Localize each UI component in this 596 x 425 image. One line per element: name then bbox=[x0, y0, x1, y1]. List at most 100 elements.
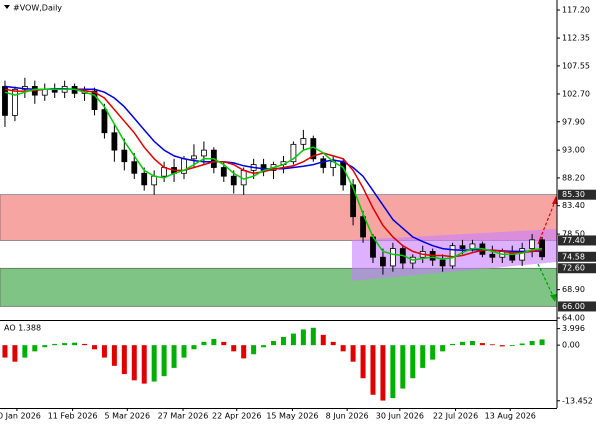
candle-body bbox=[360, 216, 366, 238]
candle-body bbox=[320, 158, 327, 168]
ao-tick-label: 3.996 bbox=[562, 324, 585, 333]
ao-bar bbox=[460, 341, 466, 346]
ao-bar bbox=[91, 345, 97, 350]
ao-bar bbox=[221, 341, 227, 346]
ao-bar bbox=[509, 345, 515, 346]
up-arrow bbox=[537, 198, 557, 245]
ao-bar bbox=[191, 345, 197, 350]
price-label: 77.40 bbox=[562, 236, 585, 245]
ao-bar bbox=[489, 344, 495, 346]
candle-body bbox=[161, 167, 168, 177]
down-arrowhead bbox=[550, 294, 557, 302]
zones bbox=[0, 194, 558, 307]
ao-bar bbox=[52, 343, 58, 346]
y-tick-label: 68.90 bbox=[562, 285, 585, 294]
ao-bar bbox=[330, 341, 336, 346]
ao-bar bbox=[280, 336, 286, 346]
ao-bar bbox=[181, 345, 187, 358]
ao-bar bbox=[380, 345, 386, 401]
chart-title: #VOW,Daily bbox=[13, 4, 62, 13]
ao-bar bbox=[131, 345, 137, 381]
ao-bar bbox=[111, 345, 117, 366]
price-label-box bbox=[558, 301, 596, 312]
x-tick-label: 22 Apr 2026 bbox=[212, 412, 261, 421]
ao-bar bbox=[22, 345, 28, 358]
ao-bar bbox=[62, 343, 68, 346]
ao-bar bbox=[360, 345, 366, 379]
ao-bar bbox=[241, 345, 247, 359]
x-tick-label: 15 May 2026 bbox=[266, 412, 318, 421]
ao-bar bbox=[231, 345, 237, 352]
ao-label: AO 1.388 bbox=[4, 324, 41, 333]
ao-bar bbox=[151, 345, 157, 382]
ao-bar bbox=[271, 341, 277, 346]
zone bbox=[0, 267, 558, 307]
ao-bar bbox=[370, 345, 376, 395]
price-label-box bbox=[558, 235, 596, 246]
candle-body bbox=[220, 167, 227, 177]
ao-bar bbox=[450, 343, 456, 346]
ao-bar bbox=[251, 345, 257, 355]
y-tick-label: 107.55 bbox=[562, 61, 590, 70]
ao-bar bbox=[201, 341, 207, 346]
price-label: 85.30 bbox=[562, 190, 585, 199]
candle-body bbox=[489, 253, 496, 258]
ao-bar bbox=[529, 341, 535, 346]
candle-body bbox=[380, 256, 386, 267]
x-tick-label: 8 Jun 2026 bbox=[326, 412, 369, 421]
ao-bar bbox=[350, 345, 356, 362]
price-label-box bbox=[558, 189, 596, 200]
candle-body bbox=[201, 149, 207, 157]
ao-bar bbox=[32, 345, 38, 352]
plot bbox=[2, 77, 545, 275]
ao-bar bbox=[12, 345, 18, 362]
candle-body bbox=[151, 175, 158, 186]
candle-body bbox=[2, 86, 8, 116]
candle-body bbox=[459, 245, 466, 249]
candle-body bbox=[350, 184, 356, 218]
candle-body bbox=[12, 88, 18, 116]
candle-body bbox=[91, 90, 98, 111]
candle-body bbox=[191, 155, 197, 160]
ao-bar bbox=[161, 345, 167, 377]
x-tick-label: 11 Feb 2026 bbox=[48, 412, 98, 421]
ao-bar bbox=[340, 345, 346, 352]
price-label: 66.00 bbox=[562, 302, 585, 311]
zone bbox=[0, 194, 558, 241]
y-tick-label: 64.00 bbox=[562, 314, 585, 323]
price-label-box bbox=[558, 263, 596, 274]
price-label: 74.58 bbox=[562, 252, 585, 261]
candle-body bbox=[121, 149, 128, 163]
y-tick-label: 93.00 bbox=[562, 146, 585, 155]
ao-bar bbox=[121, 345, 127, 375]
candle-body bbox=[101, 109, 108, 134]
x-tick-label: 20 Jan 2026 bbox=[0, 412, 41, 421]
y-tick-label: 97.90 bbox=[562, 117, 585, 126]
ao-bar bbox=[539, 339, 545, 346]
ao-bar bbox=[430, 345, 436, 360]
title-icon bbox=[4, 5, 10, 9]
ao-bar bbox=[440, 345, 446, 352]
y-tick-label: 102.70 bbox=[562, 89, 590, 98]
ao-bar bbox=[211, 338, 217, 346]
ao-bar bbox=[101, 345, 107, 358]
y-tick-label: 117.20 bbox=[562, 6, 590, 15]
x-tick-label: 13 Aug 2026 bbox=[485, 412, 536, 421]
ao-bar bbox=[519, 343, 525, 346]
ao-bar bbox=[410, 345, 416, 379]
x-tick-label: 5 Mar 2026 bbox=[104, 412, 150, 421]
ao-bar bbox=[390, 345, 396, 399]
candle-body bbox=[141, 172, 148, 186]
ao-bar bbox=[171, 345, 177, 368]
candle-body bbox=[340, 161, 347, 186]
ao-tick-label: -13.452 bbox=[562, 396, 593, 405]
candle-body bbox=[131, 161, 138, 174]
price-label-box bbox=[558, 251, 596, 262]
ao-bar bbox=[82, 343, 88, 346]
ao-bar bbox=[261, 345, 267, 348]
ao-bar bbox=[290, 333, 296, 346]
ao-bar bbox=[479, 343, 485, 346]
ao-bar bbox=[141, 345, 147, 384]
ao-bar bbox=[72, 342, 78, 346]
